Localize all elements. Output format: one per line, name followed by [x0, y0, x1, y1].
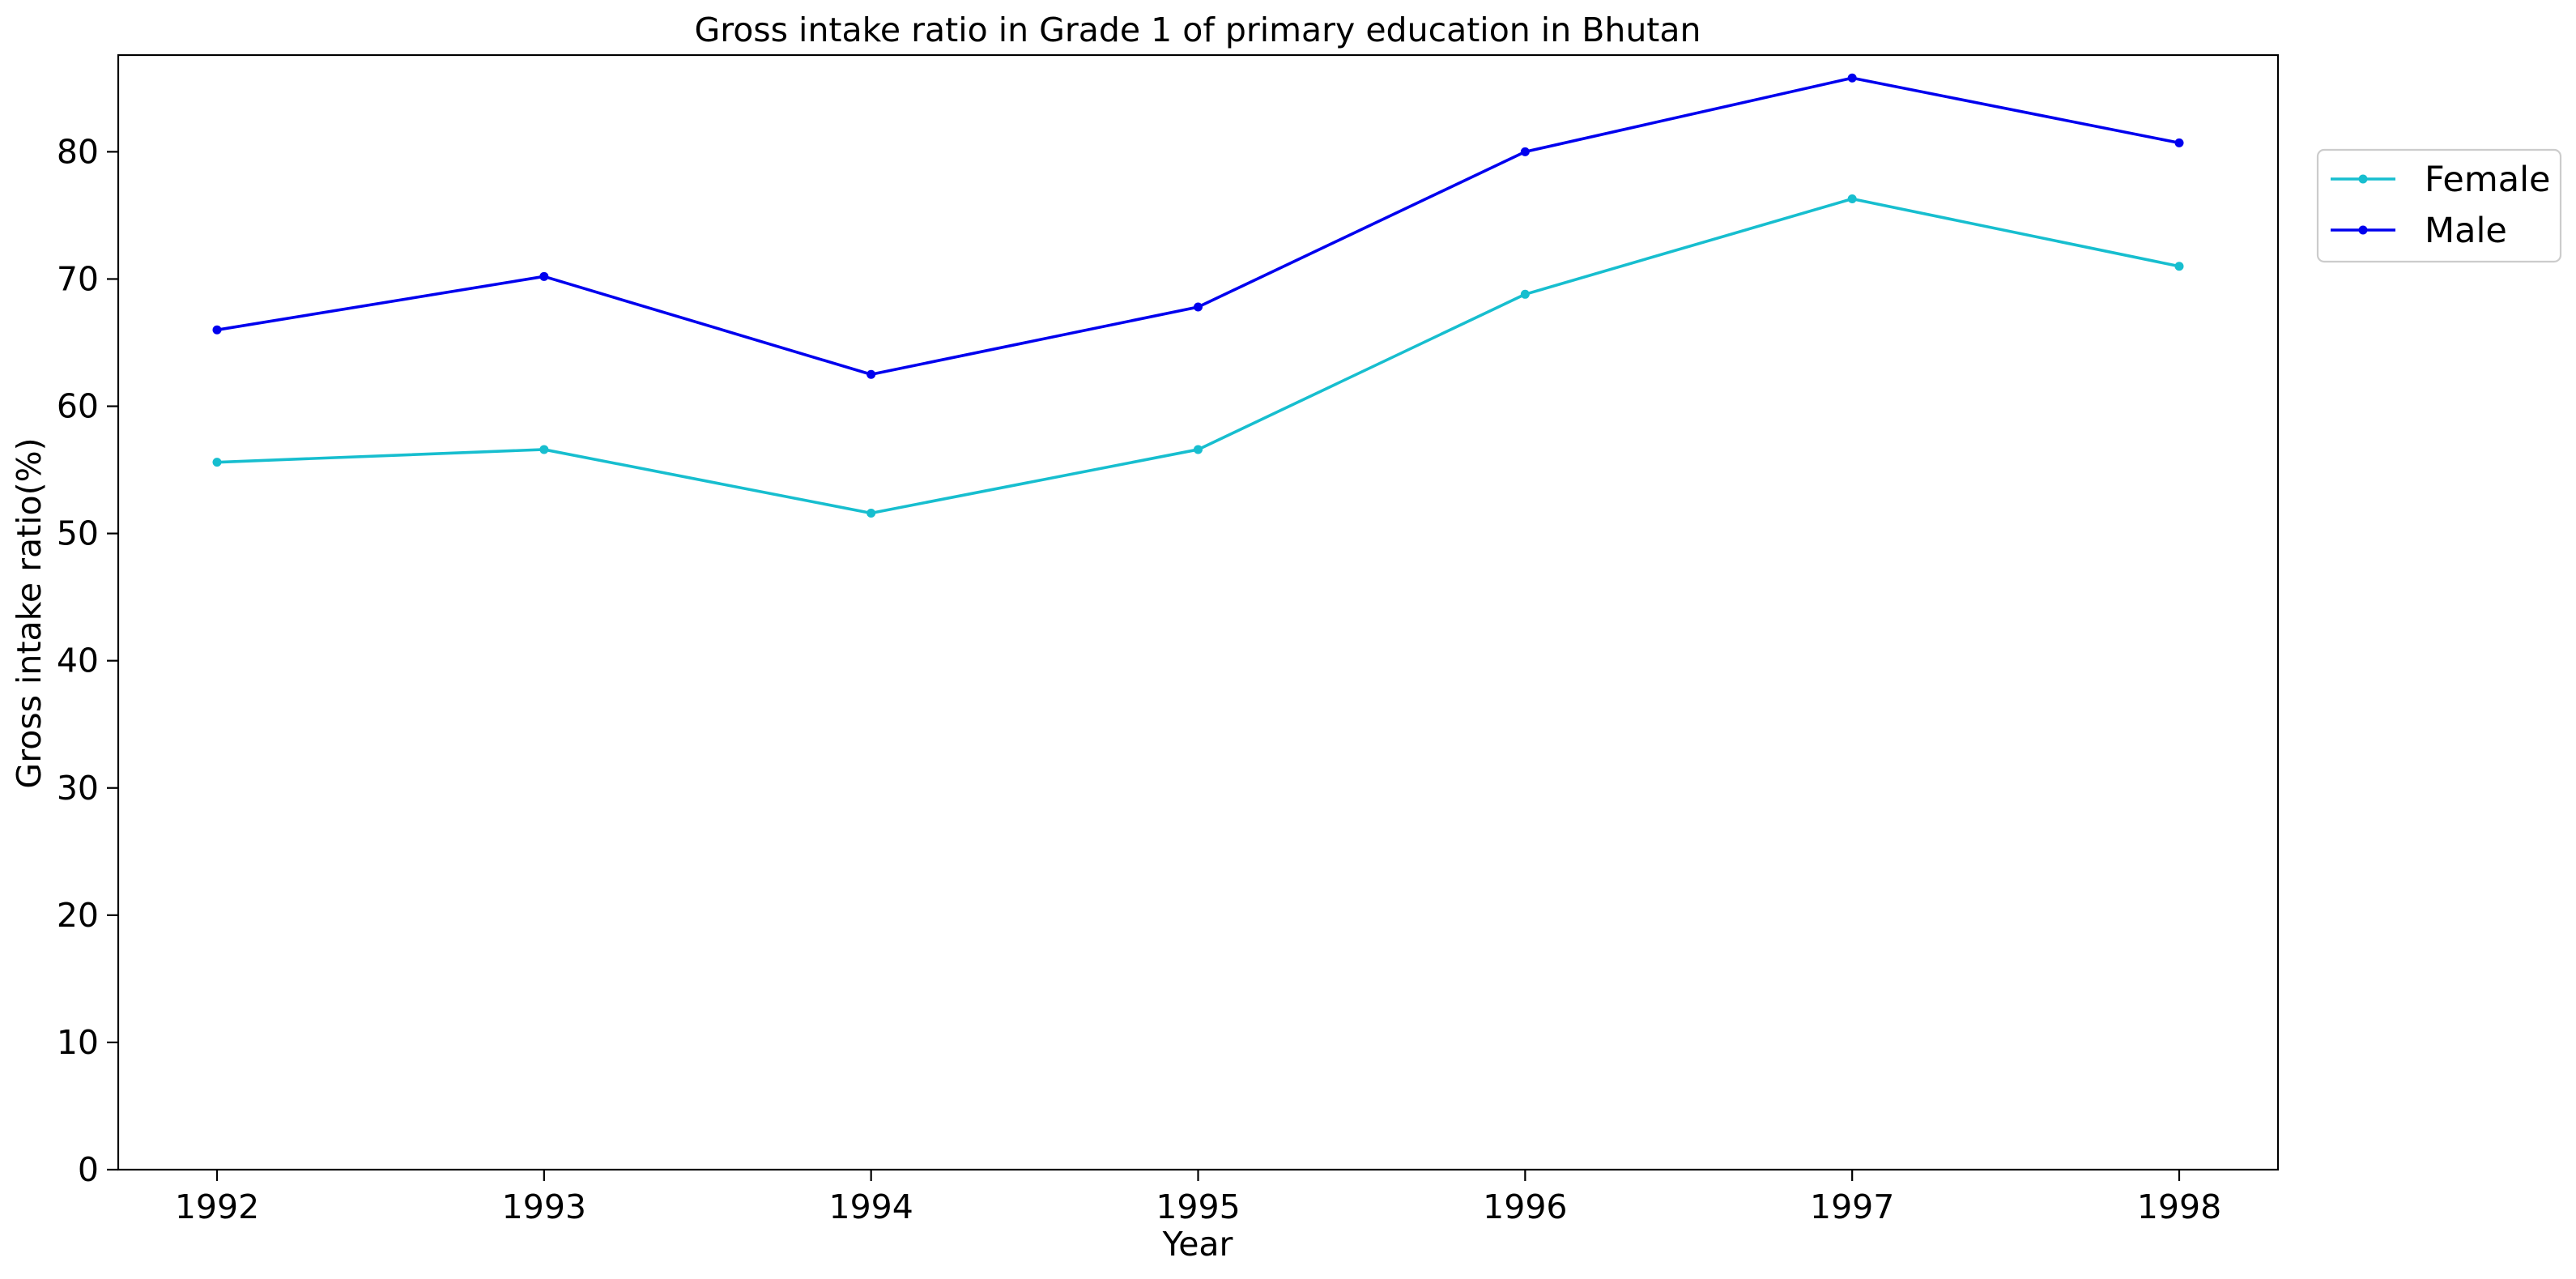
data-point-male: [539, 271, 549, 281]
y-tick-label: 50: [57, 514, 99, 553]
chart-title: Gross intake ratio in Grade 1 of primary…: [694, 11, 1701, 49]
y-axis-label: Gross intake ratio(%): [10, 437, 49, 788]
series-line-female: [216, 197, 2180, 515]
plot-frame: [117, 53, 2280, 1171]
x-tick-label: 1992: [175, 1187, 259, 1226]
series-line-male: [216, 76, 2180, 377]
legend: Female Male: [2316, 148, 2562, 263]
data-point-female: [866, 508, 876, 518]
y-tick-label: 20: [57, 896, 99, 935]
y-tick-label: 30: [57, 769, 99, 808]
y-tick-label: 70: [57, 259, 99, 298]
data-point-female: [1520, 289, 1530, 299]
data-point-female: [1847, 194, 1857, 203]
data-point-male: [866, 369, 876, 379]
legend-label-male: Male: [2425, 211, 2507, 251]
data-point-male: [2174, 138, 2184, 147]
x-tick-label: 1996: [1483, 1187, 1567, 1226]
x-tick-label: 1994: [828, 1187, 913, 1226]
data-point-male: [1194, 302, 1203, 312]
data-point-female: [2174, 262, 2184, 271]
legend-marker-male: [2358, 225, 2368, 235]
data-point-female: [539, 445, 549, 454]
data-point-male: [212, 325, 222, 335]
y-tick-label: 0: [78, 1150, 99, 1189]
x-tick-label: 1998: [2137, 1187, 2221, 1226]
y-tick-label: 80: [57, 132, 99, 171]
x-tick-label: 1997: [1810, 1187, 1894, 1226]
y-tick-label: 60: [57, 387, 99, 426]
data-point-male: [1847, 73, 1857, 83]
y-tick-label: 40: [57, 642, 99, 680]
legend-marker-female: [2358, 174, 2368, 184]
data-point-female: [1194, 445, 1203, 454]
x-tick-label: 1993: [502, 1187, 586, 1226]
legend-label-female: Female: [2425, 160, 2550, 200]
data-point-male: [1520, 147, 1530, 156]
x-tick-label: 1995: [1156, 1187, 1240, 1226]
data-point-female: [212, 458, 222, 467]
x-axis-label: Year: [1162, 1225, 1233, 1264]
plot-area: 1992 1993 1994 1995 1996 1997 1998 0 10 20 30 40 50 6…: [57, 53, 2280, 1226]
y-tick-label: 10: [57, 1023, 99, 1062]
